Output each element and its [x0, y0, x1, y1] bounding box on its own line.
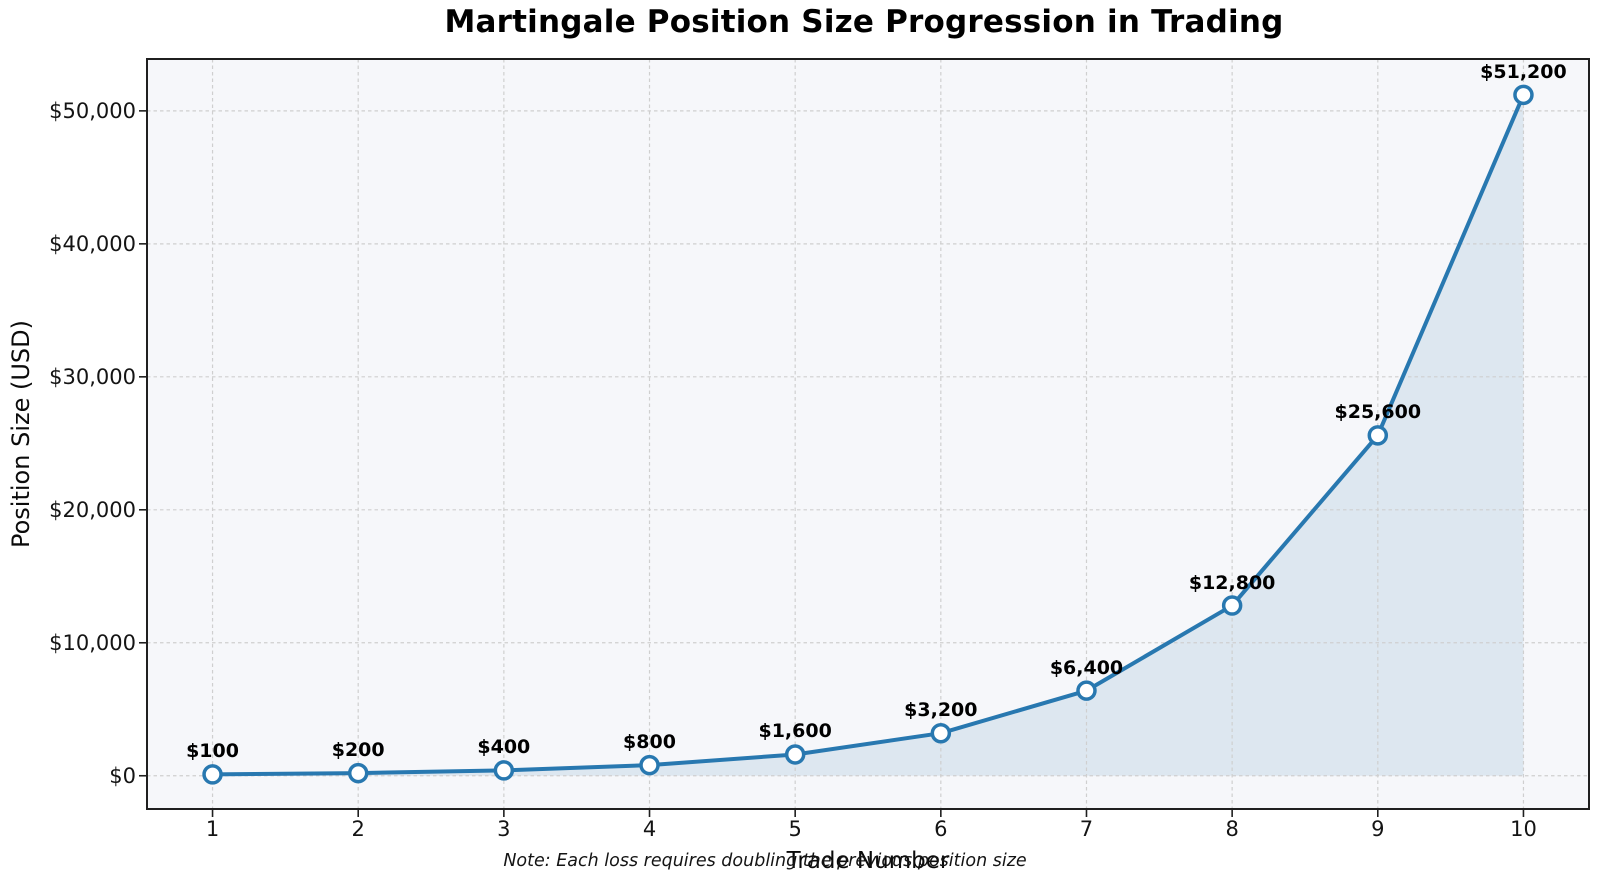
- y-tick-label: $20,000: [49, 497, 136, 522]
- area-fill: [212, 94, 1524, 776]
- data-point-label: $800: [623, 731, 676, 754]
- x-tick-label: 1: [205, 817, 220, 841]
- data-point-label: $6,400: [1049, 656, 1124, 679]
- data-point-marker: [1513, 84, 1534, 106]
- x-tick-label: 6: [934, 817, 948, 841]
- x-tick-label: 3: [497, 817, 511, 841]
- footnote: Note: Each loss requires doubling the pr…: [503, 851, 1027, 871]
- data-point-marker: [1221, 595, 1243, 616]
- data-point-label: $3,200: [904, 699, 978, 722]
- data-point-label: $25,600: [1334, 401, 1422, 424]
- y-tick-label: $30,000: [49, 364, 136, 389]
- data-point-label: $51,200: [1480, 60, 1567, 83]
- y-tick-label: $40,000: [49, 231, 136, 256]
- data-point-marker: [493, 760, 515, 781]
- x-tick-label: 7: [1079, 817, 1094, 841]
- x-axis-label: Trade Number: [786, 848, 950, 874]
- y-tick-label: $50,000: [49, 98, 136, 123]
- y-tick-label: $10,000: [49, 630, 136, 655]
- data-point-label: $400: [477, 736, 531, 759]
- data-point-label: $100: [186, 740, 239, 763]
- y-axis-label: Position Size (USD): [7, 320, 35, 548]
- x-tick-label: 10: [1510, 817, 1537, 841]
- data-point-marker: [347, 762, 369, 784]
- x-tick-label: 8: [1225, 817, 1239, 841]
- data-point-marker: [202, 764, 223, 785]
- chart-title: Martingale Position Size Progression in …: [444, 4, 1284, 40]
- data-point-marker: [639, 754, 660, 776]
- y-tick-label: $0: [109, 763, 136, 788]
- x-tick-label: 9: [1371, 817, 1385, 841]
- x-tick-label: 2: [351, 817, 365, 841]
- data-point-marker: [930, 722, 952, 744]
- data-point-label: $12,800: [1188, 571, 1276, 594]
- x-tick-label: 5: [788, 817, 802, 841]
- data-point-label: $1,600: [758, 720, 832, 743]
- x-tick-label: 4: [642, 817, 657, 841]
- plot-border: [146, 58, 1590, 810]
- data-point-label: $200: [331, 739, 385, 762]
- data-point-marker: [784, 744, 806, 765]
- data-point-marker: [1076, 680, 1097, 701]
- data-point-marker: [1367, 425, 1389, 446]
- data-line: [210, 92, 1526, 777]
